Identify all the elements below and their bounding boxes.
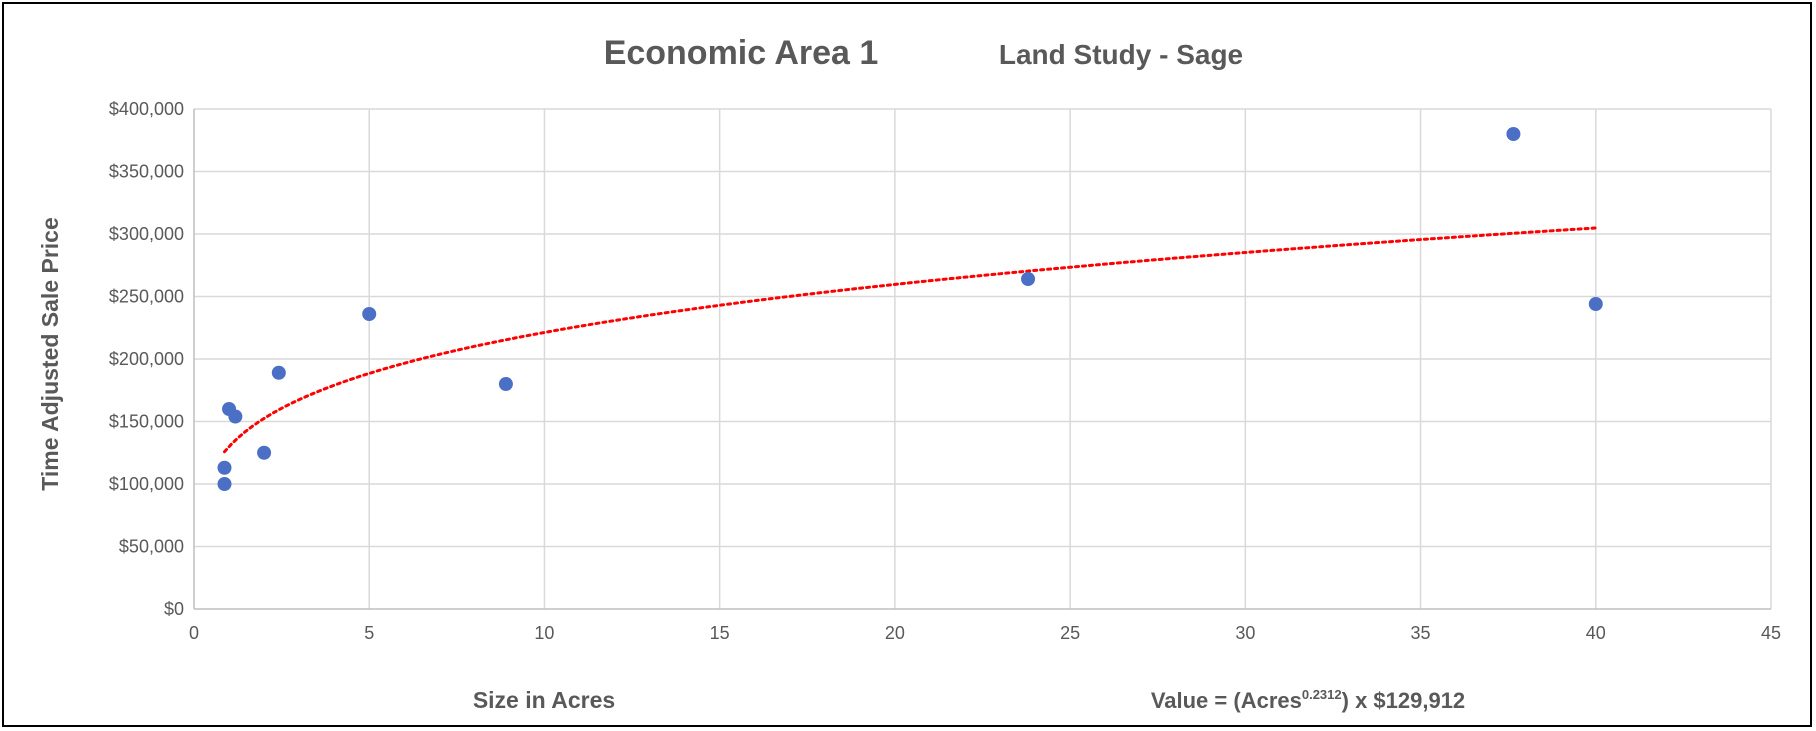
y-tick-label: $300,000 [109, 224, 184, 244]
x-tick-label: 40 [1586, 623, 1606, 643]
x-tick-label: 15 [710, 623, 730, 643]
data-point [217, 460, 232, 475]
x-tick-label: 20 [885, 623, 905, 643]
data-point [1506, 127, 1521, 141]
x-tick-label: 35 [1411, 623, 1431, 643]
y-axis-title: Time Adjusted Sale Price [37, 217, 63, 491]
trendline-formula: Value = (Acres0.2312) x $129,912 [1151, 687, 1465, 713]
axes [193, 109, 1771, 610]
data-point [257, 445, 272, 460]
data-point [271, 365, 286, 380]
chart-title: Economic Area 1 [604, 34, 879, 72]
data-points [217, 127, 1603, 491]
y-tick-label: $350,000 [109, 162, 184, 182]
formula-exponent: 0.2312 [1302, 687, 1342, 702]
y-tick-label: $250,000 [109, 287, 184, 307]
y-tick-label: $150,000 [109, 412, 184, 432]
y-tick-label: $400,000 [109, 99, 184, 119]
x-tick-label: 5 [364, 623, 374, 643]
data-point [362, 307, 377, 321]
data-point [228, 409, 243, 424]
y-tick-label: $0 [164, 599, 184, 619]
x-tick-label: 0 [189, 623, 199, 643]
x-tick-label: 10 [534, 623, 554, 643]
x-axis-title: Size in Acres [473, 687, 615, 713]
y-tick-label: $50,000 [119, 537, 184, 557]
gridlines [194, 108, 1772, 609]
data-point [1588, 297, 1603, 311]
y-tick-label: $200,000 [109, 349, 184, 369]
formula-text-after: ) x $129,912 [1342, 688, 1466, 713]
tick-labels: $0 $50,000 $100,000 $150,000 $200,000 $250,00… [109, 99, 1781, 643]
trendline-layer [222, 226, 1598, 454]
x-tick-label: 25 [1060, 623, 1080, 643]
x-tick-label: 30 [1235, 623, 1255, 643]
power-trendline [222, 226, 1598, 454]
data-point [1021, 272, 1036, 286]
chart-subtitle: Land Study - Sage [999, 39, 1243, 70]
data-point [217, 477, 232, 491]
x-tick-label: 45 [1761, 623, 1781, 643]
data-point [498, 377, 513, 391]
y-tick-label: $100,000 [109, 474, 184, 494]
formula-text-before: Value = (Acres [1151, 688, 1302, 713]
